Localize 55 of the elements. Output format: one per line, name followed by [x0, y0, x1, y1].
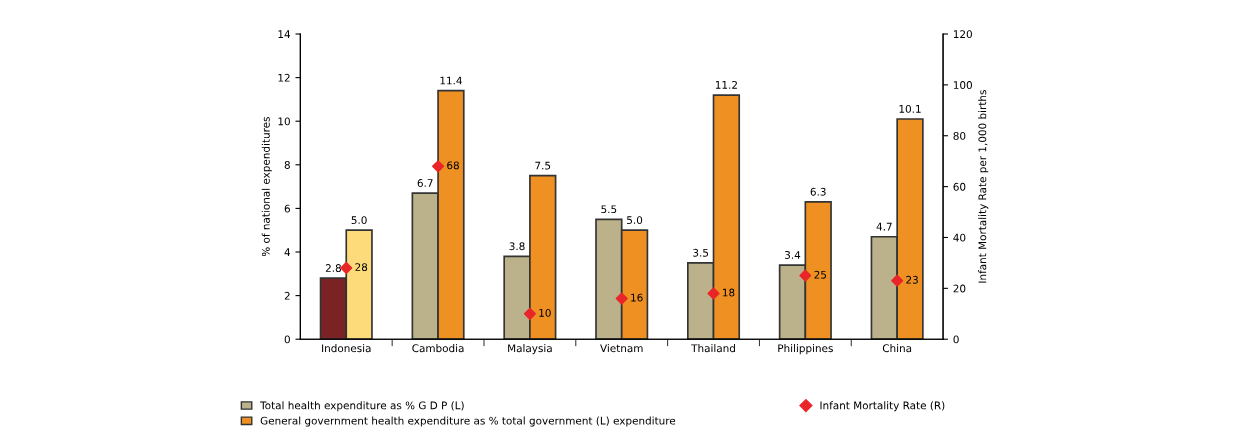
data-label: 18 [723, 288, 735, 297]
data-label: 5.5 [601, 205, 617, 214]
data-label: 16 [631, 293, 643, 302]
data-label: 3.4 [785, 251, 801, 259]
data-label: 23 [906, 275, 918, 284]
y-tick-label: 12 [278, 73, 290, 82]
point [891, 274, 904, 287]
data-label: 25 [814, 270, 827, 279]
data-label: 5.0 [627, 216, 643, 225]
point [799, 269, 812, 282]
data-label: 11.2 [715, 80, 737, 89]
data-label: 6.7 [417, 179, 433, 187]
data-label: 2.8 [325, 264, 341, 272]
y2-tick-label: 40 [953, 233, 966, 242]
x-tick-label: Indonesia [322, 344, 371, 353]
y-axis-title: % of national expenditures [261, 117, 272, 257]
y-tick-label: 0 [284, 335, 290, 344]
data-label: 7.5 [535, 161, 551, 170]
y2-axis-title: Infant Mortality Rate per 1,000 births [978, 90, 989, 283]
y2-tick-label: 80 [953, 131, 966, 140]
y-tick-label: 10 [278, 117, 290, 126]
point [431, 160, 445, 173]
data-label: 28 [355, 263, 368, 272]
y-tick-label: 2 [284, 291, 290, 300]
data-label: 10 [539, 308, 551, 317]
y2-tick-label: 120 [953, 30, 972, 39]
y-tick-label: 14 [278, 30, 291, 38]
legend-label: General government health expenditure as % total government (L) expenditure [260, 416, 676, 427]
x-tick-label: Cambodia [412, 344, 464, 353]
data-label: 3.8 [509, 242, 525, 251]
y-tick-label: 6 [284, 204, 290, 213]
data-label: 5.0 [351, 216, 367, 225]
x-tick-label: Philippines [778, 344, 833, 355]
point [523, 307, 536, 320]
point [707, 287, 720, 300]
y2-tick-label: 60 [953, 182, 966, 191]
y2-tick-label: 20 [953, 284, 966, 293]
legend-label: Infant Mortality Rate (R) [820, 401, 945, 412]
y2-tick-label: 100 [953, 81, 972, 89]
point [340, 261, 353, 275]
legend-label: Total health expenditure as % G D P (L) [260, 401, 464, 412]
x-tick-label: China [882, 344, 912, 353]
data-label: 68 [447, 161, 459, 170]
data-label: 10.1 [899, 104, 921, 113]
x-tick-label: Malaysia [508, 344, 552, 355]
x-tick-label: Vietnam [600, 344, 643, 353]
data-label: 4.7 [876, 222, 892, 231]
data-label: 3.5 [693, 248, 709, 257]
x-tick-label: Thailand [691, 344, 735, 353]
y-tick-label: 8 [284, 161, 290, 169]
data-label: 11.4 [440, 76, 462, 85]
y2-tick-label: 0 [953, 335, 959, 344]
point [615, 292, 628, 305]
data-label: 6.3 [810, 187, 826, 196]
y-tick-label: 4 [284, 248, 291, 256]
